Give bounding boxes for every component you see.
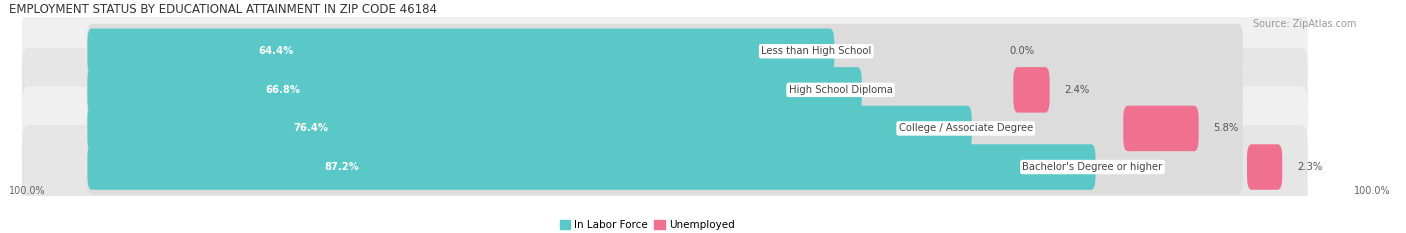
Legend: In Labor Force, Unemployed: In Labor Force, Unemployed — [560, 220, 734, 230]
Text: 100.0%: 100.0% — [10, 186, 46, 196]
FancyBboxPatch shape — [87, 140, 1243, 194]
FancyBboxPatch shape — [87, 106, 972, 151]
Text: College / Associate Degree: College / Associate Degree — [898, 123, 1033, 134]
FancyBboxPatch shape — [87, 28, 834, 74]
FancyBboxPatch shape — [22, 9, 1308, 93]
Text: 5.8%: 5.8% — [1213, 123, 1239, 134]
FancyBboxPatch shape — [87, 24, 1243, 79]
Text: 100.0%: 100.0% — [1354, 186, 1391, 196]
FancyBboxPatch shape — [22, 48, 1308, 132]
Text: 66.8%: 66.8% — [266, 85, 301, 95]
Text: 2.3%: 2.3% — [1296, 162, 1322, 172]
FancyBboxPatch shape — [1014, 67, 1050, 113]
Text: 76.4%: 76.4% — [294, 123, 328, 134]
Text: Source: ZipAtlas.com: Source: ZipAtlas.com — [1253, 19, 1357, 29]
Text: Bachelor's Degree or higher: Bachelor's Degree or higher — [1022, 162, 1163, 172]
FancyBboxPatch shape — [22, 86, 1308, 171]
FancyBboxPatch shape — [87, 62, 1243, 117]
FancyBboxPatch shape — [22, 125, 1308, 209]
Text: 87.2%: 87.2% — [325, 162, 359, 172]
Text: 0.0%: 0.0% — [1010, 46, 1035, 56]
Text: Less than High School: Less than High School — [761, 46, 872, 56]
Text: 2.4%: 2.4% — [1064, 85, 1090, 95]
Text: EMPLOYMENT STATUS BY EDUCATIONAL ATTAINMENT IN ZIP CODE 46184: EMPLOYMENT STATUS BY EDUCATIONAL ATTAINM… — [10, 3, 437, 16]
FancyBboxPatch shape — [87, 144, 1095, 190]
FancyBboxPatch shape — [1247, 144, 1282, 190]
FancyBboxPatch shape — [1123, 106, 1199, 151]
FancyBboxPatch shape — [87, 67, 862, 113]
Text: High School Diploma: High School Diploma — [789, 85, 893, 95]
FancyBboxPatch shape — [87, 101, 1243, 156]
Text: 64.4%: 64.4% — [259, 46, 294, 56]
